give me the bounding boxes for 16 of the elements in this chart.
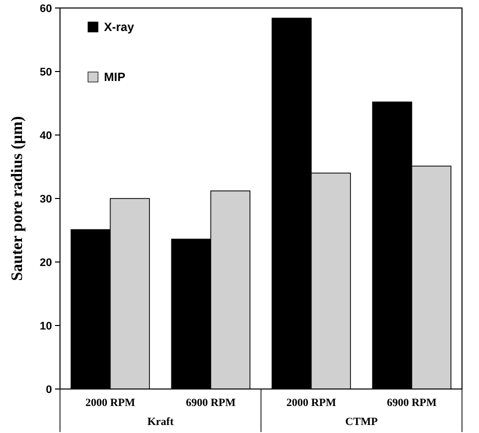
y-tick-label: 60 xyxy=(40,2,52,15)
text: CTMP xyxy=(345,416,378,428)
text: Kraft xyxy=(147,416,174,428)
y-tick-label: 0 xyxy=(46,384,52,396)
y-tick-label: 30 xyxy=(40,193,52,206)
x-tick-label: 6900 RPM xyxy=(186,397,236,409)
y-tick-label: 40 xyxy=(40,130,52,142)
x-tick-label: 6900 RPM xyxy=(386,397,438,409)
y-axis-title: Sauter pore radius (µm) xyxy=(9,116,26,281)
y-tick-label: 20 xyxy=(40,256,52,269)
y-tick-label: 10 xyxy=(40,320,52,332)
x-tick-label: 2000 RPM xyxy=(286,397,337,409)
x-tick-label: 2000 RPM xyxy=(85,397,136,409)
y-tick-label: 50 xyxy=(40,66,52,78)
legend-label: MIP xyxy=(104,70,126,84)
legend-label: X-ray xyxy=(104,20,134,34)
